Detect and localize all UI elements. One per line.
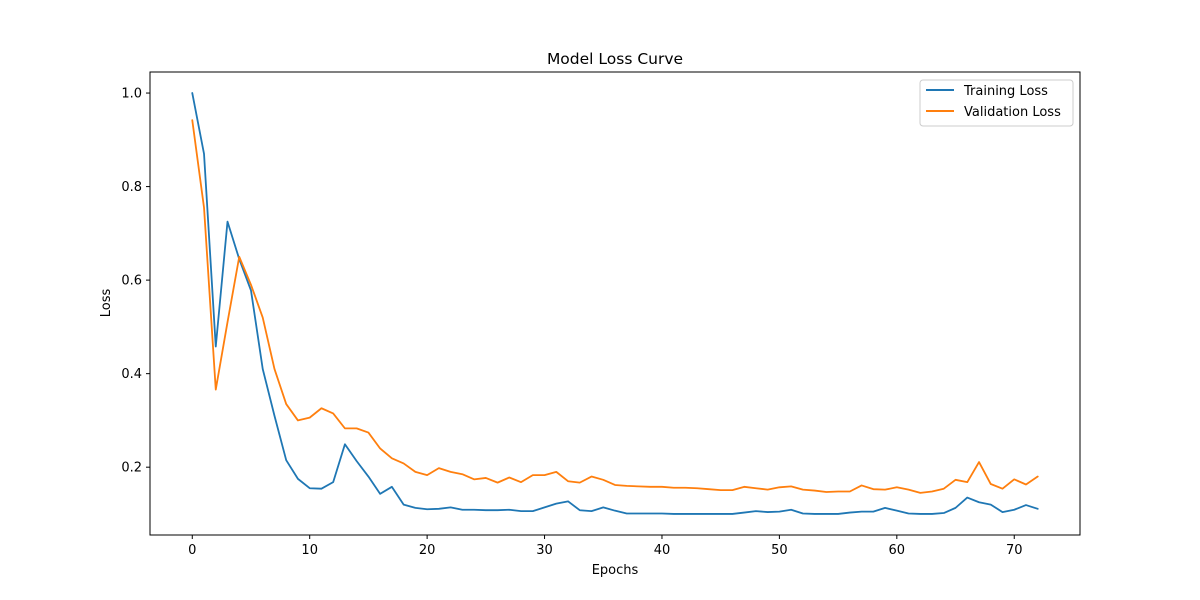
y-tick-label: 0.4 (121, 367, 142, 382)
y-tick-label: 1.0 (121, 87, 142, 102)
y-tick-label: 0.6 (121, 274, 142, 289)
x-axis-ticks: 0 10 20 30 40 50 60 70 (188, 535, 1023, 558)
x-tick-label: 0 (188, 543, 196, 558)
legend: Training Loss Validation Loss (919, 79, 1074, 127)
series-line-validation-loss (191, 119, 1039, 494)
axes-frame (149, 71, 1081, 536)
y-axis-title: Loss (99, 289, 114, 318)
chart-title: Model Loss Curve (547, 50, 683, 68)
legend-label-validation: Validation Loss (964, 105, 1061, 120)
x-tick-label: 30 (536, 543, 553, 558)
x-tick-label: 10 (301, 543, 318, 558)
x-tick-label: 50 (771, 543, 788, 558)
legend-box (919, 79, 1074, 127)
x-tick-label: 20 (419, 543, 436, 558)
plot-area (191, 92, 1039, 515)
x-tick-label: 70 (1006, 543, 1023, 558)
x-axis-title: Epochs (592, 563, 639, 578)
legend-label-training: Training Loss (963, 84, 1048, 99)
y-axis-ticks: 0.2 0.4 0.6 0.8 1.0 (121, 87, 150, 476)
x-tick-label: 60 (889, 543, 906, 558)
y-tick-label: 0.8 (121, 180, 142, 195)
series-line-training-loss (191, 92, 1039, 515)
x-tick-label: 40 (654, 543, 671, 558)
y-tick-label: 0.2 (121, 461, 142, 476)
